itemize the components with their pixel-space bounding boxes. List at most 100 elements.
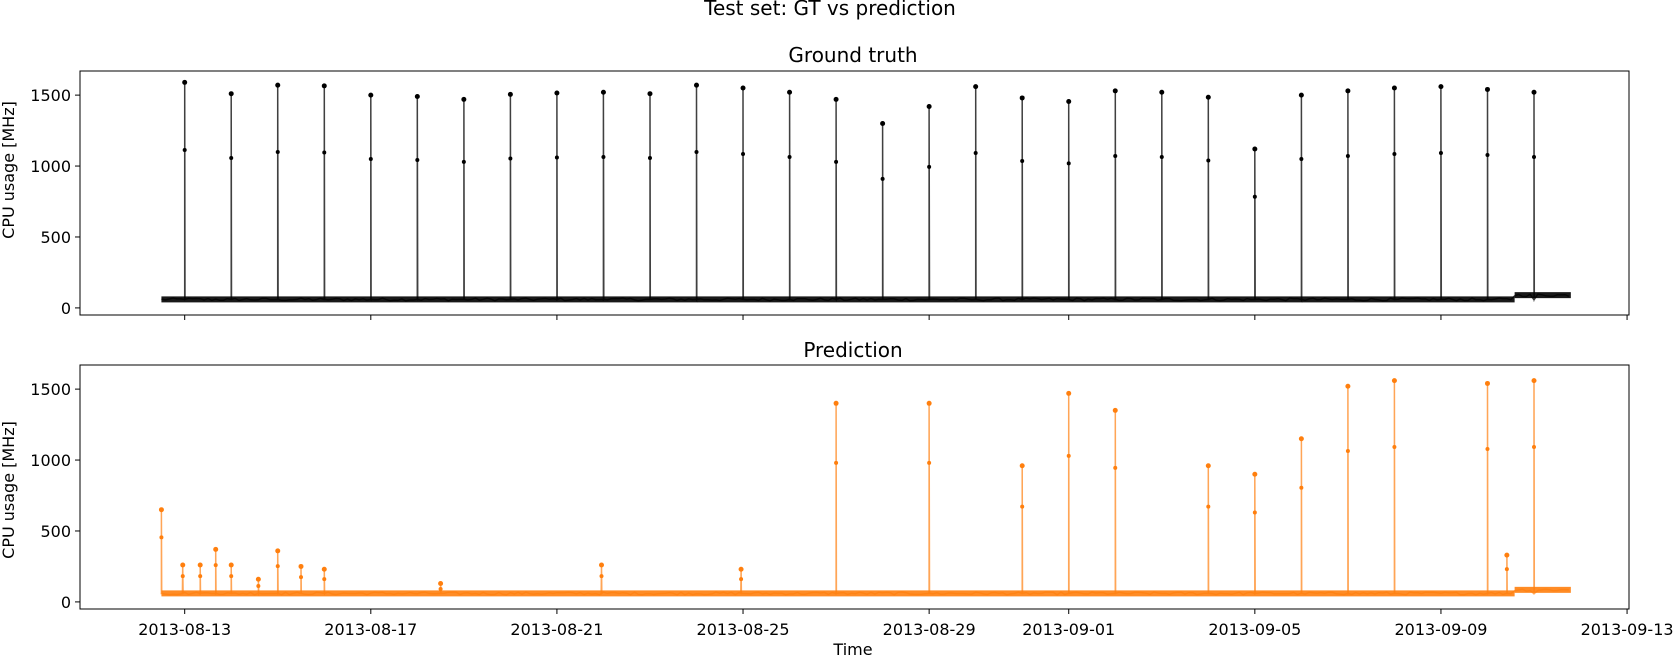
gt-series-line [161, 79, 1571, 303]
prediction-spike-point [1391, 378, 1397, 384]
gt-y-ticks: 0 500 1000 1500 [30, 86, 80, 318]
gt-title: Ground truth [788, 43, 917, 67]
gt-spike-point [647, 91, 653, 97]
prediction-x-tick-label: 2013-09-01 [1022, 620, 1115, 639]
gt-spike-mid-point [973, 150, 978, 155]
gt-spike-point [1159, 89, 1165, 95]
prediction-spike-point [1531, 378, 1537, 384]
gt-spike-point [1298, 92, 1304, 98]
gt-x-ticks [184, 315, 1628, 320]
prediction-spike-mid-point [599, 574, 604, 579]
gt-spike-mid-point [741, 151, 746, 156]
gt-spike-mid-point [1252, 194, 1257, 199]
gt-spike-mid-point [1392, 151, 1397, 156]
gt-spike-point [321, 83, 327, 89]
gt-spike-point [1112, 88, 1118, 94]
gt-y-tick-label: 1500 [30, 86, 71, 105]
prediction-spike-point [1484, 380, 1490, 386]
gt-spike-mid-point [229, 155, 234, 160]
prediction-spike-point [158, 507, 164, 513]
gt-spike-mid-point [1345, 153, 1350, 158]
prediction-y-ticks: 0 500 1000 1500 [30, 380, 80, 612]
prediction-spike-mid-point [1532, 444, 1537, 449]
gt-y-tick-label: 500 [40, 228, 71, 247]
prediction-spike-point [228, 562, 234, 568]
prediction-spike-mid-point [198, 574, 203, 579]
prediction-spike-point [599, 562, 605, 568]
prediction-x-tick-label: 2013-08-17 [324, 620, 417, 639]
gt-spike-mid-point [508, 156, 513, 161]
prediction-spike-mid-point [159, 535, 164, 540]
prediction-spike-mid-point [213, 563, 218, 568]
gt-spike-mid-point [1532, 154, 1537, 159]
prediction-y-tick-label: 500 [40, 522, 71, 541]
gt-spike-mid-point [1066, 161, 1071, 166]
gt-spike-point [228, 91, 234, 97]
gt-spike-mid-point [322, 150, 327, 155]
prediction-spike-point [298, 563, 304, 569]
prediction-series-path [160, 380, 1569, 597]
gt-spike-mid-point [601, 154, 606, 159]
gt-spike-point [1019, 95, 1025, 101]
gt-spike-mid-point [1438, 150, 1443, 155]
prediction-spike-point [1112, 407, 1118, 413]
prediction-spike-point [1019, 463, 1025, 469]
gt-spike-mid-point [415, 157, 420, 162]
gt-spike-point [1066, 99, 1072, 104]
prediction-spike-point [438, 580, 444, 586]
gt-spike-point [1345, 88, 1351, 94]
gt-spike-point [414, 94, 420, 100]
gt-spike-mid-point [880, 176, 885, 181]
gt-spike-mid-point [554, 155, 559, 160]
gt-baseline-band-late [1514, 292, 1571, 299]
prediction-spike-mid-point [299, 575, 304, 580]
prediction-spike-point [1066, 390, 1072, 396]
prediction-spike-point [1252, 471, 1258, 477]
prediction-ylabel: CPU usage [MHz] [0, 421, 18, 559]
gt-y-tick-label: 1000 [30, 157, 71, 176]
prediction-x-tick-label: 2013-08-25 [697, 620, 790, 639]
gt-spike-mid-point [1206, 158, 1211, 163]
prediction-spike-mid-point [834, 460, 839, 465]
gt-spike-point [1391, 85, 1397, 91]
gt-series-path [161, 82, 1570, 303]
prediction-spike-point [1345, 383, 1351, 389]
prediction-spike-point [255, 576, 261, 582]
gt-spike-mid-point [1485, 152, 1490, 157]
prediction-spike-mid-point [1066, 453, 1071, 458]
prediction-spike-mid-point [1206, 504, 1211, 509]
gt-spike-point [787, 89, 793, 95]
prediction-x-tick-label: 2013-08-29 [883, 620, 976, 639]
gt-spike-point [554, 90, 560, 96]
prediction-x-ticks: 2013-08-13 2013-08-17 2013-08-21 2013-08-25… [138, 609, 1674, 639]
gt-spike-point [740, 85, 746, 91]
prediction-spike-point [1504, 552, 1510, 558]
prediction-spike-mid-point [1113, 465, 1118, 470]
prediction-y-tick-label: 0 [61, 593, 71, 612]
gt-spike-mid-point [1299, 156, 1304, 161]
prediction-x-tick-label: 2013-09-13 [1581, 620, 1674, 639]
gt-spike-point [507, 91, 513, 97]
prediction-spike-point [275, 548, 281, 554]
prediction-x-tick-label: 2013-09-09 [1394, 620, 1487, 639]
gt-spike-point [1484, 86, 1490, 92]
prediction-spike-mid-point [438, 586, 443, 591]
prediction-spike-mid-point [1345, 448, 1350, 453]
prediction-spike-point [180, 562, 186, 568]
prediction-baseline-band [161, 590, 1515, 597]
prediction-y-tick-label: 1500 [30, 380, 71, 399]
prediction-spike-mid-point [275, 564, 280, 569]
prediction-spike-mid-point [322, 577, 327, 582]
prediction-x-tick-label: 2013-08-21 [510, 620, 603, 639]
prediction-spike-point [1298, 436, 1304, 442]
prediction-spike-point [833, 400, 839, 406]
prediction-spike-point [926, 400, 932, 406]
prediction-spike-mid-point [1299, 485, 1304, 490]
prediction-spike-mid-point [1020, 504, 1025, 509]
gt-spike-point [1252, 146, 1258, 152]
gt-spike-mid-point [694, 150, 699, 155]
prediction-spike-mid-point [1485, 446, 1490, 451]
gt-spike-point [1438, 84, 1444, 90]
prediction-baseline-band-late [1514, 586, 1571, 593]
gt-y-tick-label: 0 [61, 299, 71, 318]
